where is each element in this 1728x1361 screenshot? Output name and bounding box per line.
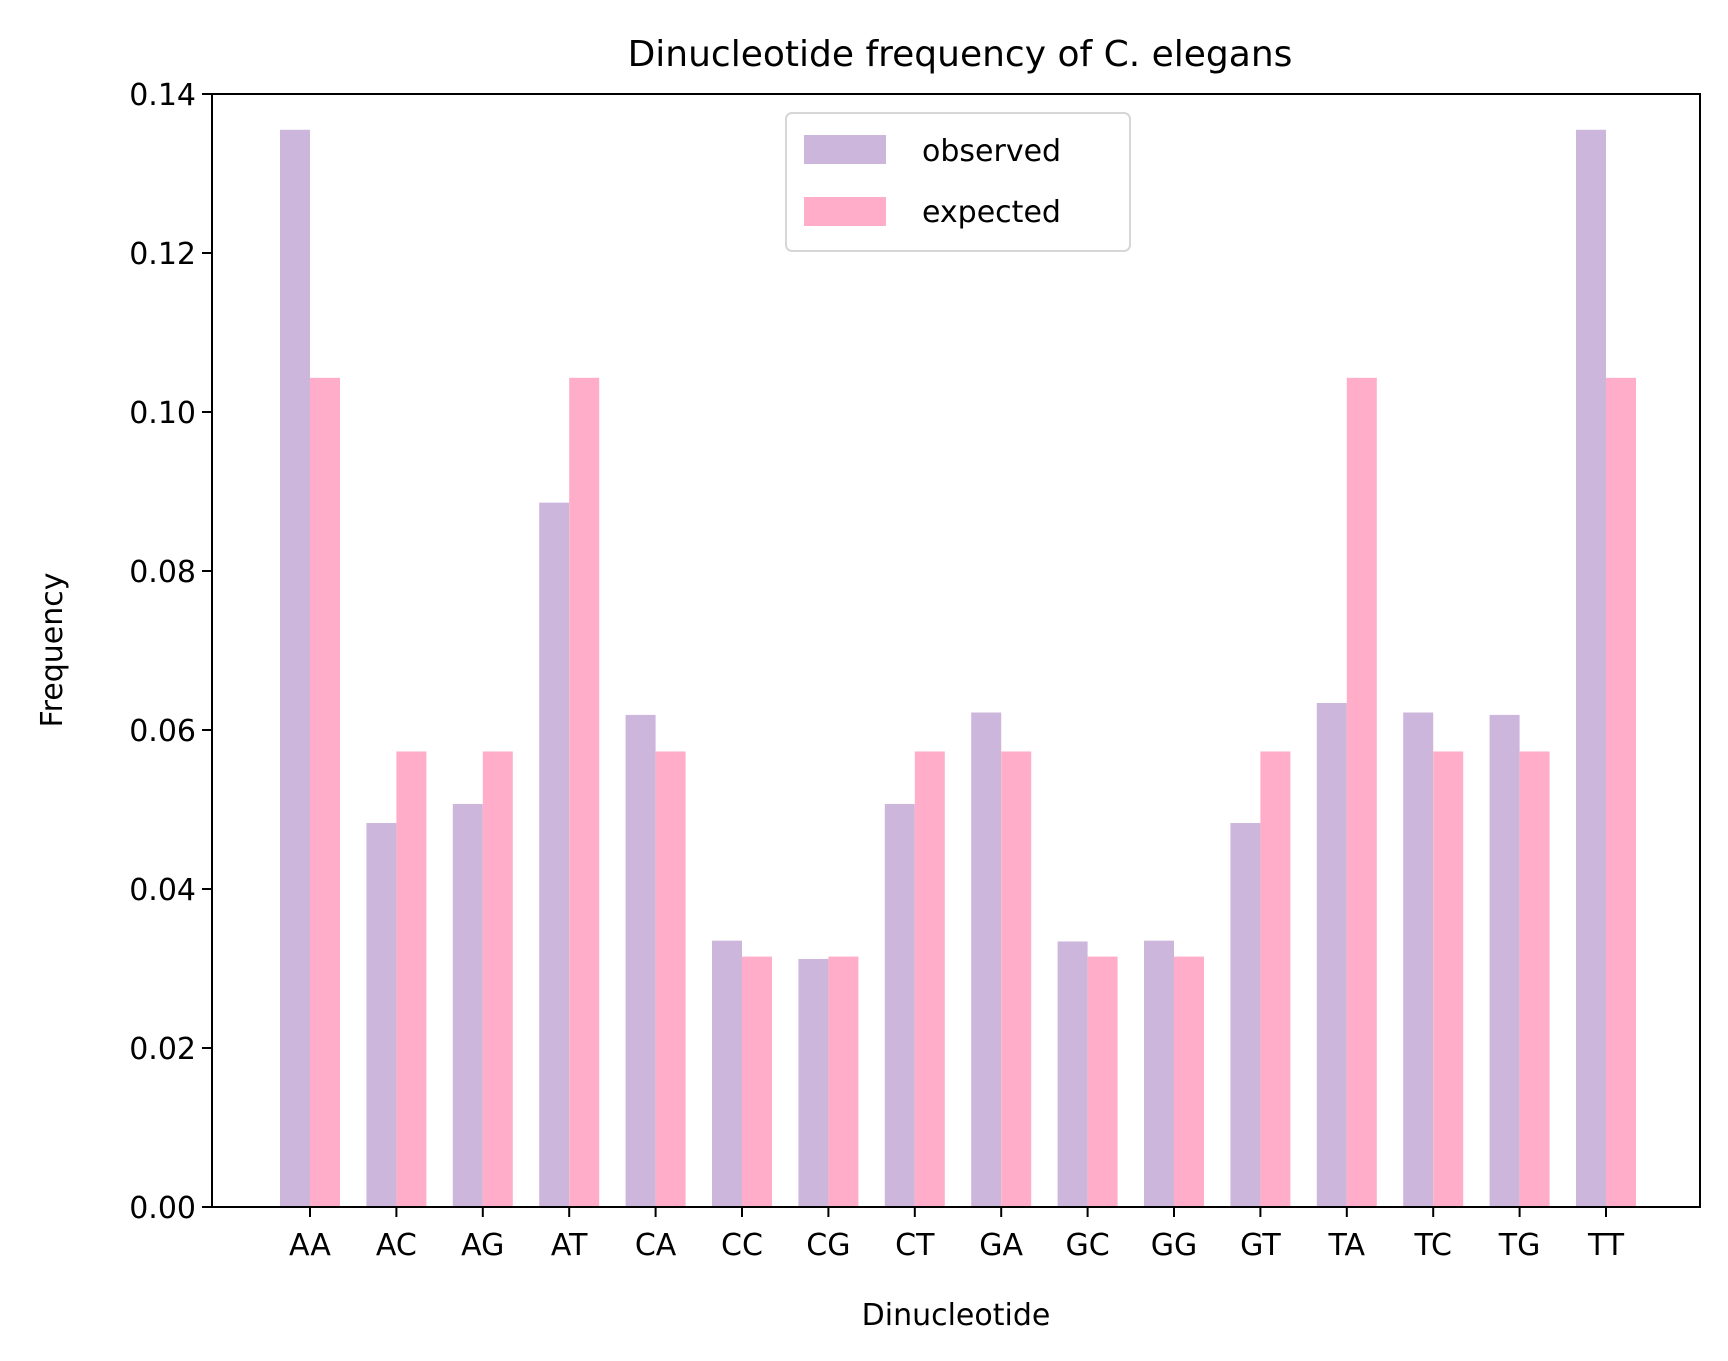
bar-expected-GC (1087, 956, 1118, 1207)
y-tick-label: 0.06 (129, 714, 196, 749)
bar-observed-GT (1230, 823, 1261, 1207)
chart-title: Dinucleotide frequency of C. elegans (628, 34, 1293, 75)
plot-frame (211, 93, 1701, 1208)
x-tick-label: TA (1328, 1228, 1366, 1263)
bar-expected-GG (1174, 956, 1204, 1207)
bar-observed-CG (798, 958, 829, 1207)
bar-expected-AA (310, 377, 340, 1207)
x-tick-label: CA (635, 1228, 677, 1263)
y-tick-label: 0.00 (129, 1191, 196, 1226)
x-tick-label: GT (1240, 1228, 1281, 1263)
bar-observed-GC (1057, 941, 1088, 1207)
y-tick-label: 0.04 (129, 873, 196, 908)
y-tick-label: 0.10 (129, 396, 196, 431)
bar-observed-GG (1144, 940, 1174, 1207)
bar-observed-AC (366, 823, 397, 1207)
x-tick-label: TT (1587, 1228, 1625, 1263)
x-tick-label: AG (461, 1228, 504, 1263)
bar-observed-CT (884, 803, 915, 1207)
bar-expected-AC (396, 751, 427, 1207)
x-tick-label: TG (1498, 1228, 1541, 1263)
bar-observed-TC (1403, 712, 1434, 1207)
x-tick-label: CG (806, 1228, 850, 1263)
legend-label-observed: observed (922, 134, 1061, 169)
y-tick-label: 0.12 (129, 237, 196, 272)
y-tick-label: 0.08 (129, 555, 196, 590)
bar-observed-TG (1489, 714, 1520, 1207)
bar-expected-CG (828, 956, 859, 1207)
bars-group (280, 129, 1636, 1207)
bar-expected-TC (1433, 751, 1464, 1207)
bar-expected-TG (1519, 751, 1550, 1207)
legend-swatch-observed (804, 135, 886, 164)
x-tick-label: GC (1065, 1228, 1109, 1263)
bar-expected-GA (1001, 751, 1032, 1207)
x-axis-label: Dinucleotide (862, 1298, 1051, 1333)
bar-observed-AA (280, 129, 310, 1207)
y-tick-label: 0.14 (129, 78, 196, 113)
y-axis-label: Frequency (35, 573, 70, 728)
bar-observed-CA (625, 714, 656, 1207)
x-tick-label: AC (376, 1228, 417, 1263)
bar-observed-AG (452, 803, 483, 1207)
bar-observed-TA (1316, 702, 1347, 1207)
x-axis-ticks: AA AC AG AT CA CC CG CT GA GC GG GT TA TC TG TT (289, 1207, 1625, 1263)
x-tick-label: CC (721, 1228, 763, 1263)
bar-expected-GT (1260, 751, 1291, 1207)
legend-swatch-expected (804, 197, 886, 226)
x-tick-label: TC (1413, 1228, 1452, 1263)
y-axis-ticks: 0.00 0.02 0.04 0.06 0.08 0.10 0.12 0.14 (129, 78, 212, 1226)
bar-expected-CA (655, 751, 686, 1207)
x-tick-label: GG (1151, 1228, 1198, 1263)
bar-expected-CC (742, 956, 772, 1207)
bar-observed-CC (712, 940, 742, 1207)
x-tick-label: CT (895, 1228, 935, 1263)
bar-observed-AT (539, 502, 570, 1207)
bar-expected-CT (914, 751, 945, 1207)
legend-label-expected: expected (922, 195, 1061, 230)
bar-observed-GA (971, 712, 1002, 1207)
y-tick-label: 0.02 (129, 1032, 196, 1067)
bar-expected-TA (1346, 377, 1377, 1207)
x-tick-label: GA (979, 1228, 1023, 1263)
bar-expected-TT (1606, 377, 1636, 1207)
legend: observed expected (785, 112, 1131, 252)
bar-observed-TT (1576, 129, 1606, 1207)
bar-expected-AT (569, 377, 600, 1207)
bar-expected-AG (482, 751, 513, 1207)
x-tick-label: AT (551, 1228, 588, 1263)
x-tick-label: AA (289, 1228, 331, 1263)
